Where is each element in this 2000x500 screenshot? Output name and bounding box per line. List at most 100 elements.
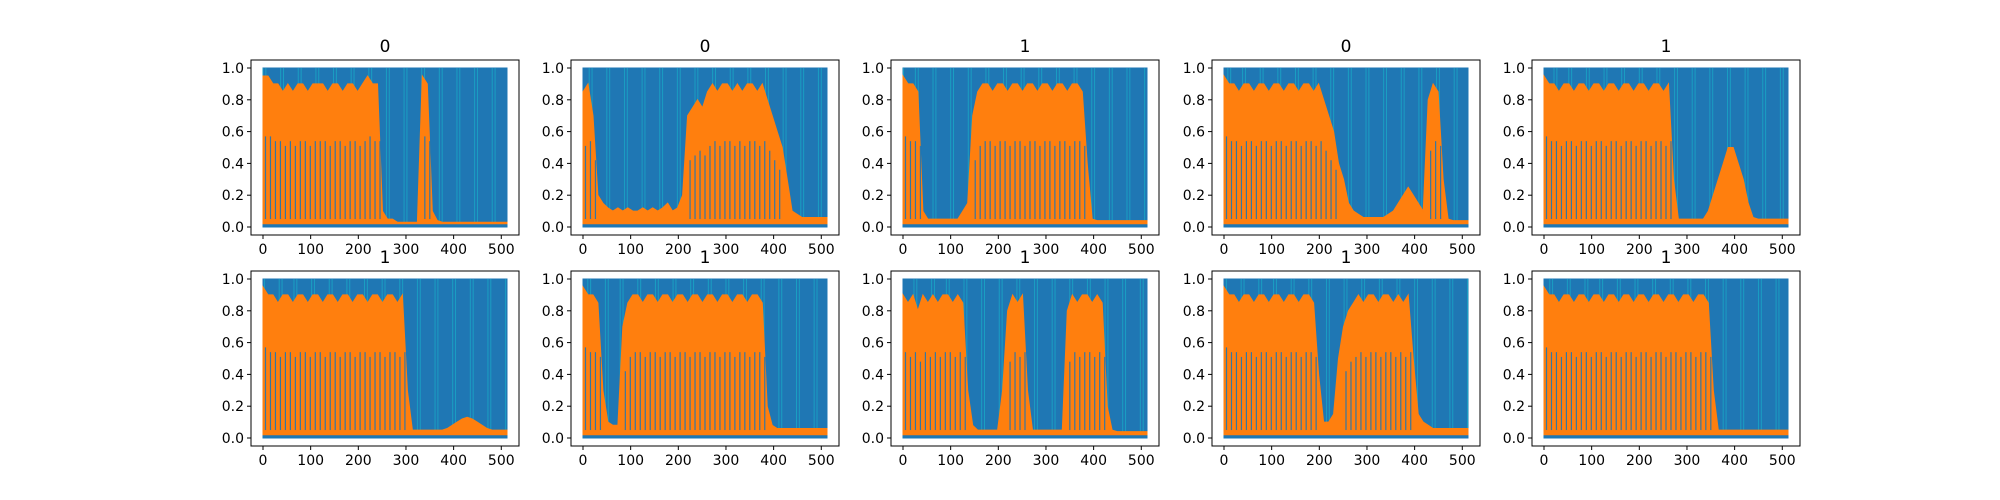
x-tick-label: 500 <box>1769 453 1796 469</box>
y-tick-label: 0.2 <box>1183 188 1205 204</box>
x-tick-label: 200 <box>1306 242 1333 258</box>
x-tick-label: 0 <box>1540 453 1549 469</box>
y-tick-label: 0.6 <box>222 336 244 352</box>
x-tick-label: 300 <box>1354 453 1381 469</box>
series-line <box>262 74 508 225</box>
plot-area <box>902 67 1148 228</box>
y-tick-label: 0.4 <box>1183 367 1205 383</box>
plot-area <box>1543 67 1789 228</box>
panel-title: 0 <box>380 37 391 57</box>
plot-area <box>1223 67 1469 228</box>
x-tick-label: 400 <box>440 242 467 258</box>
plot-area <box>582 67 828 228</box>
x-tick-label: 500 <box>488 453 515 469</box>
axes-frame <box>570 270 840 447</box>
y-tick-label: 0.0 <box>1183 220 1205 236</box>
y-tick-label: 0.4 <box>1183 156 1205 172</box>
panel-title: 0 <box>1341 37 1352 57</box>
x-tick-label: 400 <box>1401 242 1428 258</box>
y-tick-label: 0.2 <box>222 188 244 204</box>
y-tick-label: 0.4 <box>542 367 564 383</box>
y-tick-label: 1.0 <box>862 61 884 77</box>
x-tick-label: 300 <box>1674 242 1701 258</box>
y-tick-label: 1.0 <box>1503 61 1525 77</box>
x-tick-label: 500 <box>808 242 835 258</box>
subplot-2: 0.0 0.2 0.4 0.6 0.8 1.0 0 100 200 300 400 500 0 <box>542 37 840 258</box>
x-tick-label: 0 <box>1220 242 1229 258</box>
x-tick-label: 100 <box>1578 242 1605 258</box>
x-tick-label: 100 <box>937 453 964 469</box>
x-tick-label: 500 <box>1128 242 1155 258</box>
y-tick-label: 1.0 <box>542 61 564 77</box>
y-tick-label: 0.4 <box>862 367 884 383</box>
x-tick-label: 400 <box>760 242 787 258</box>
axes-frame <box>250 59 520 236</box>
y-tick-label: 0.6 <box>542 125 564 141</box>
x-tick-label: 0 <box>899 242 908 258</box>
y-tick-label: 0.0 <box>862 431 884 447</box>
y-tick-label: 1.0 <box>862 272 884 288</box>
panel-title: 1 <box>1020 248 1031 268</box>
y-tick-label: 0.2 <box>862 399 884 415</box>
x-tick-label: 200 <box>665 242 692 258</box>
x-tick-label: 400 <box>440 453 467 469</box>
y-tick-label: 0.8 <box>542 304 564 320</box>
x-tick-label: 500 <box>1449 453 1476 469</box>
y-tick-label: 0.2 <box>542 399 564 415</box>
y-tick-label: 0.8 <box>1503 304 1525 320</box>
y-tick-label: 0.8 <box>1183 93 1205 109</box>
y-tick-label: 0.8 <box>542 93 564 109</box>
x-tick-label: 200 <box>985 453 1012 469</box>
x-tick-label: 100 <box>1578 453 1605 469</box>
axes-frame <box>1531 59 1801 236</box>
x-tick-label: 500 <box>488 242 515 258</box>
x-tick-label: 500 <box>1769 242 1796 258</box>
plot-area <box>902 278 1148 439</box>
axes-frame <box>1211 270 1481 447</box>
subplot-3: 0.0 0.2 0.4 0.6 0.8 1.0 0 100 200 300 400 500 1 <box>862 37 1160 258</box>
y-tick-label: 0.2 <box>1503 399 1525 415</box>
y-tick-label: 0.0 <box>222 431 244 447</box>
x-tick-label: 300 <box>1354 242 1381 258</box>
series-line <box>582 82 828 225</box>
y-tick-label: 0.6 <box>542 336 564 352</box>
y-tick-label: 1.0 <box>542 272 564 288</box>
subplot-9: 0.0 0.2 0.4 0.6 0.8 1.0 0 100 200 300 400 500 1 <box>1183 248 1481 469</box>
axes-frame <box>890 59 1160 236</box>
y-tick-label: 0.0 <box>222 220 244 236</box>
x-tick-label: 200 <box>1306 453 1333 469</box>
y-tick-label: 0.2 <box>1183 399 1205 415</box>
subplot-5: 0.0 0.2 0.4 0.6 0.8 1.0 0 100 200 300 400 500 1 <box>1503 37 1801 258</box>
axes-frame <box>1211 59 1481 236</box>
x-tick-label: 400 <box>1721 453 1748 469</box>
y-tick-label: 0.2 <box>1503 188 1525 204</box>
y-tick-label: 0.0 <box>1503 220 1525 236</box>
x-tick-label: 300 <box>393 242 420 258</box>
x-tick-label: 500 <box>1128 453 1155 469</box>
y-tick-label: 0.0 <box>1183 431 1205 447</box>
x-tick-label: 400 <box>1080 242 1107 258</box>
x-tick-label: 100 <box>937 242 964 258</box>
axes-frame <box>570 59 840 236</box>
x-tick-label: 400 <box>1721 242 1748 258</box>
subplot-8: 0.0 0.2 0.4 0.6 0.8 1.0 0 100 200 300 400 500 1 <box>862 248 1160 469</box>
x-tick-label: 100 <box>297 453 324 469</box>
y-tick-label: 0.0 <box>542 431 564 447</box>
y-tick-label: 0.2 <box>862 188 884 204</box>
x-tick-label: 200 <box>1626 242 1653 258</box>
y-tick-label: 1.0 <box>222 61 244 77</box>
y-tick-label: 0.8 <box>222 93 244 109</box>
x-tick-label: 300 <box>1033 453 1060 469</box>
y-tick-label: 0.4 <box>862 156 884 172</box>
panel-title: 1 <box>1661 37 1672 57</box>
y-tick-label: 0.4 <box>542 156 564 172</box>
panel-grid: 0.00.20.40.60.81.00 100 200 300 400 50000.00.… <box>222 37 1801 469</box>
y-tick-label: 0.2 <box>542 188 564 204</box>
x-tick-label: 100 <box>297 242 324 258</box>
plot-area <box>1543 278 1789 439</box>
y-tick-label: 1.0 <box>1183 61 1205 77</box>
subplot-6: 0.0 0.2 0.4 0.6 0.8 1.0 0 100 200 300 400 500 1 <box>222 248 520 469</box>
x-tick-label: 0 <box>579 242 588 258</box>
y-tick-label: 0.0 <box>1503 431 1525 447</box>
